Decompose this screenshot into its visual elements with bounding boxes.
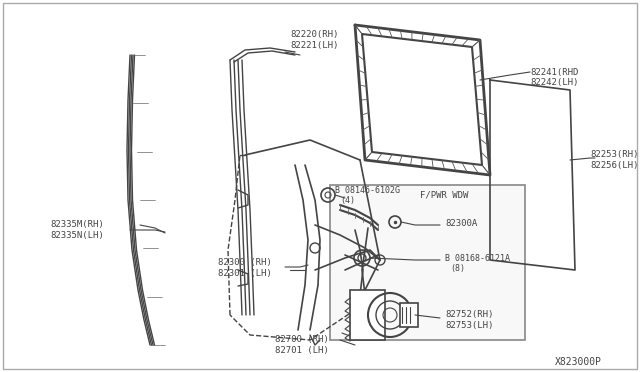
Text: 82300 (RH): 82300 (RH) bbox=[218, 258, 272, 267]
Text: 82256(LH): 82256(LH) bbox=[590, 161, 638, 170]
Text: 82335M(RH): 82335M(RH) bbox=[50, 220, 104, 229]
Text: (4): (4) bbox=[340, 196, 355, 205]
Text: 82241(RHD: 82241(RHD bbox=[530, 68, 579, 77]
Text: 82753(LH): 82753(LH) bbox=[445, 321, 493, 330]
Bar bbox=[330, 185, 525, 340]
Text: 82220(RH): 82220(RH) bbox=[290, 30, 339, 39]
Text: 82752(RH): 82752(RH) bbox=[445, 310, 493, 319]
Text: X823000P: X823000P bbox=[555, 357, 602, 367]
Text: 82301 (LH): 82301 (LH) bbox=[218, 269, 272, 278]
Text: 82300A: 82300A bbox=[445, 219, 477, 228]
Text: (8): (8) bbox=[450, 264, 465, 273]
Bar bbox=[400, 303, 418, 327]
Text: B 08168-6121A: B 08168-6121A bbox=[445, 254, 510, 263]
Text: 82335N(LH): 82335N(LH) bbox=[50, 231, 104, 240]
Text: 82221(LH): 82221(LH) bbox=[290, 41, 339, 50]
Bar bbox=[350, 290, 385, 340]
Text: 82242(LH): 82242(LH) bbox=[530, 78, 579, 87]
Text: 82253(RH): 82253(RH) bbox=[590, 150, 638, 159]
Text: B 08146-6102G: B 08146-6102G bbox=[335, 186, 400, 195]
Text: 82701 (LH): 82701 (LH) bbox=[275, 346, 329, 355]
Text: 82700 (RH): 82700 (RH) bbox=[275, 335, 329, 344]
Text: F/PWR WDW: F/PWR WDW bbox=[420, 190, 468, 199]
